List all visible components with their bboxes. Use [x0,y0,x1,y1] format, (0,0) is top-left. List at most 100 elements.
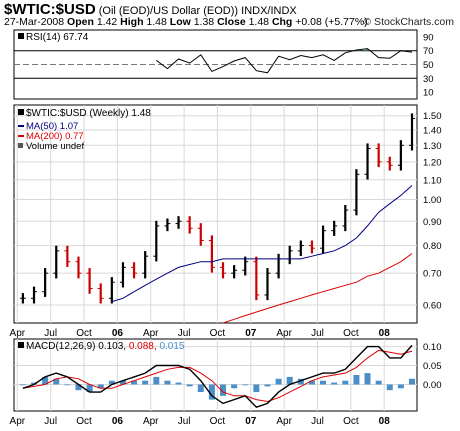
macd-histogram-bar [108,380,115,385]
macd-histogram [19,373,415,400]
price-x-tick-label: Apr [143,328,159,339]
macd-histogram-bar [220,384,227,396]
macd-y-tick-label: 0.00 [423,380,442,391]
macd-histogram-bar [408,378,415,385]
macd-histogram-bar [119,380,126,385]
macd-y-ticks: 0.10 0.05 0.00 [423,342,442,391]
macd-legend-signal: 0.088, [129,341,157,352]
macd-x-tick-label: 06 [112,416,124,427]
price-y-tick-label: 1.00 [423,195,442,206]
ma50-line [111,185,413,303]
price-x-tick-label: Apr [10,328,26,339]
rsi-legend-swatch [18,33,24,39]
macd-x-tick-label: Apr [10,416,26,427]
macd-legend-value: 0.103, [98,341,126,352]
macd-x-tick-label: Oct [76,416,92,427]
high-label: High [120,16,144,28]
macd-histogram-bar [153,376,160,385]
macd-histogram-bar [264,384,271,387]
macd-histogram-bar [164,380,171,385]
rsi-y-tick-label: 90 [423,32,434,43]
price-legend-swatch [18,109,24,115]
macd-x-tick-label: Jul [311,416,324,427]
macd-histogram-bar [308,380,315,385]
rsi-legend: RSI(14) 67.74 [26,32,89,43]
price-x-tick-label: 07 [245,328,257,339]
macd-x-tick-label: Oct [210,416,226,427]
macd-histogram-bar [86,384,93,393]
rsi-panel: 10 30 50 70 90 RSI(14) 67.74 [13,29,434,100]
rsi-y-tick-label: 70 [423,46,434,57]
macd-frame [13,338,418,412]
chart-title-line: $WTIC:$USD (Oil (EOD)/US Dollar (EOD)) I… [4,1,297,18]
price-panel: 0.60 0.70 0.80 0.90 1.00 1.10 1.20 1.30 1.40 1.50… [13,104,442,324]
macd-histogram-bar [331,382,338,385]
macd-histogram-bar [253,384,260,393]
macd-line [22,344,413,409]
rsi-y-tick-label: 50 [423,60,434,71]
macd-histogram-bar [297,378,304,385]
price-x-tick-label: Oct [343,328,359,339]
macd-histogram-bar [131,380,138,385]
price-frame [13,104,418,324]
symbol-title: $WTIC:$USD [4,1,96,18]
macd-histogram-bar [197,384,204,393]
price-legend: $WTIC:$USD (Weekly) 1.48 MA(50) 1.07 MA(… [18,108,151,152]
macd-histogram-bar [342,380,349,385]
macd-histogram-bar [242,384,249,386]
macd-histogram-bar [42,376,49,385]
macd-histogram-bar [231,384,238,389]
low-label: Low [169,16,191,28]
macd-panel: 0.10 0.05 0.00 MACD(12,26,9) 0.103, 0.088,… [13,338,442,412]
quote-date: 27-Mar-2008 [4,16,65,28]
price-y-tick-label: 1.30 [423,141,442,152]
macd-histogram-bar [97,384,104,389]
macd-histogram-bar [386,384,393,391]
chg-value: +0.08 (+5.77%) [295,16,368,28]
macd-histogram-bar [208,384,215,400]
rsi-y-tick-label: 10 [423,88,434,99]
price-x-tick-label: Jul [44,328,57,339]
macd-histogram-bar [19,384,26,386]
macd-legend-swatch [18,342,24,348]
rsi-line [156,48,413,74]
close-label: Close [217,16,246,28]
price-y-ticks: 0.60 0.70 0.80 0.90 1.00 1.10 1.20 1.30 1.40 1.50 [423,111,442,311]
macd-histogram-bar [286,376,293,385]
macd-x-axis: Apr Jul Oct 06 Apr Jul Oct 07 Apr Jul Oct 08 [10,416,391,427]
rsi-levels [14,50,417,79]
macd-legend-label: MACD(12,26,9) [26,341,95,352]
stockcharts-watermark: © StockCharts.com [363,16,454,28]
macd-x-tick-label: Oct [343,416,359,427]
symbol-description: (Oil (EOD)/US Dollar (EOD)) [98,5,239,17]
volume-legend: Volume undef [26,141,84,152]
volume-legend-swatch [18,143,23,148]
price-y-tick-label: 0.70 [423,269,442,280]
macd-histogram-bar [320,380,327,385]
price-grid [14,105,417,323]
open-label: Open [67,16,94,28]
macd-x-tick-label: Apr [276,416,292,427]
price-legend-title: $WTIC:$USD (Weekly) 1.48 [26,108,151,119]
macd-y-tick-label: 0.10 [423,342,442,353]
macd-histogram-bar [142,380,149,385]
ma200-line [222,253,413,324]
chg-label: Chg [271,16,293,28]
price-x-tick-label: Jul [311,328,324,339]
price-y-tick-label: 1.20 [423,157,442,168]
macd-histogram-bar [275,378,282,385]
macd-signal-line [22,349,413,403]
exchange-label: INDX/INDX [241,5,297,17]
price-y-tick-label: 1.40 [423,125,442,136]
rsi-y-tick-label: 30 [423,74,434,85]
price-x-tick-label: Jul [178,328,191,339]
high-value: 1.48 [146,16,167,28]
price-x-tick-label: 06 [112,328,124,339]
macd-histogram-bar [364,373,371,385]
close-value: 1.48 [248,16,270,28]
price-x-tick-label: Oct [76,328,92,339]
price-y-tick-label: 1.10 [423,175,442,186]
macd-legend: MACD(12,26,9) 0.103, 0.088, 0.015 [26,341,185,352]
ma50-legend: MA(50) 1.07 [26,121,78,132]
